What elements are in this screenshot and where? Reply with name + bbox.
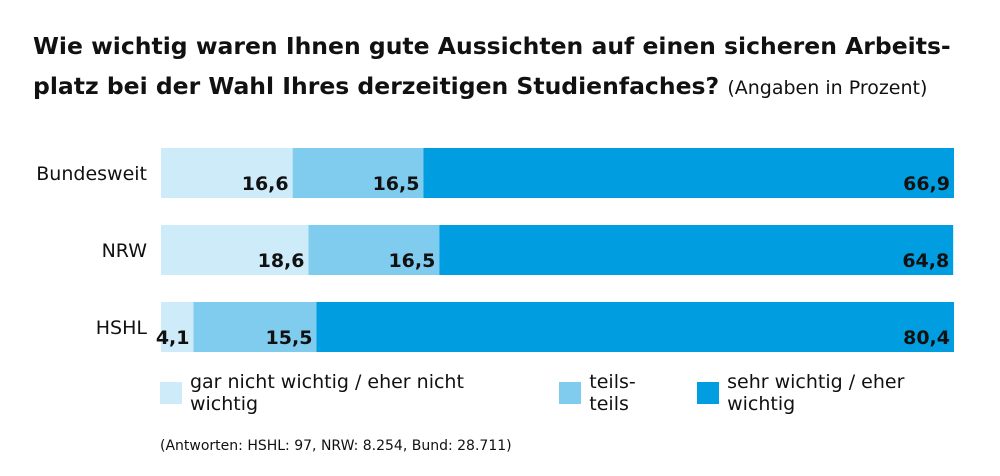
bar-segment-0-2 <box>423 148 955 198</box>
legend-swatch-0 <box>160 382 182 404</box>
bar-segment-1-2 <box>439 225 954 275</box>
value-label-0-1: 16,5 <box>373 173 420 195</box>
value-label-0-0: 16,6 <box>242 173 289 195</box>
bar-segment-1-1 <box>308 225 440 275</box>
title-suffix: (Angaben in Prozent) <box>727 77 928 99</box>
value-label-2-0: 4,1 <box>156 327 190 349</box>
category-label-1: NRW <box>102 240 148 262</box>
bar-segment-1-0 <box>161 225 309 275</box>
bar-segment-2-1 <box>193 302 317 352</box>
legend-swatch-1 <box>559 382 582 404</box>
bar-segment-0-0 <box>161 148 293 198</box>
title-line-1: Wie wichtig waren Ihnen gute Aussichten … <box>33 32 951 60</box>
legend-label-1: teils-teils <box>589 371 636 415</box>
legend-item-0: gar nicht wichtig / eher nicht wichtig <box>160 371 537 415</box>
value-label-2-2: 80,4 <box>903 327 950 349</box>
chart-title: Wie wichtig waren Ihnen gute Aussichten … <box>33 26 983 108</box>
value-label-2-1: 15,5 <box>266 327 313 349</box>
value-label-1-0: 18,6 <box>258 250 305 272</box>
legend-label-2: sehr wichtig / eher wichtig <box>727 371 905 415</box>
category-label-2: HSHL <box>96 317 148 339</box>
title-line-2: platz bei der Wahl Ihres derzeitigen Stu… <box>33 72 720 100</box>
bar-segment-0-1 <box>292 148 424 198</box>
legend-swatch-2 <box>697 382 720 404</box>
category-label-0: Bundesweit <box>36 163 147 185</box>
legend-label-0: gar nicht wichtig / eher nicht wichtig <box>189 371 464 415</box>
value-label-0-2: 66,9 <box>903 173 950 195</box>
value-label-1-1: 16,5 <box>388 250 435 272</box>
value-label-1-2: 64,8 <box>902 250 949 272</box>
legend-item-2: sehr wichtig / eher wichtig <box>697 371 978 415</box>
legend-item-1: teils-teils <box>559 371 675 415</box>
chart-legend: gar nicht wichtig / eher nicht wichtig te… <box>160 371 1000 415</box>
bar-segment-2-0 <box>161 302 194 352</box>
bar-segment-2-2 <box>316 302 954 352</box>
footnote: (Antworten: HSHL: 97, NRW: 8.254, Bund: … <box>160 438 512 454</box>
